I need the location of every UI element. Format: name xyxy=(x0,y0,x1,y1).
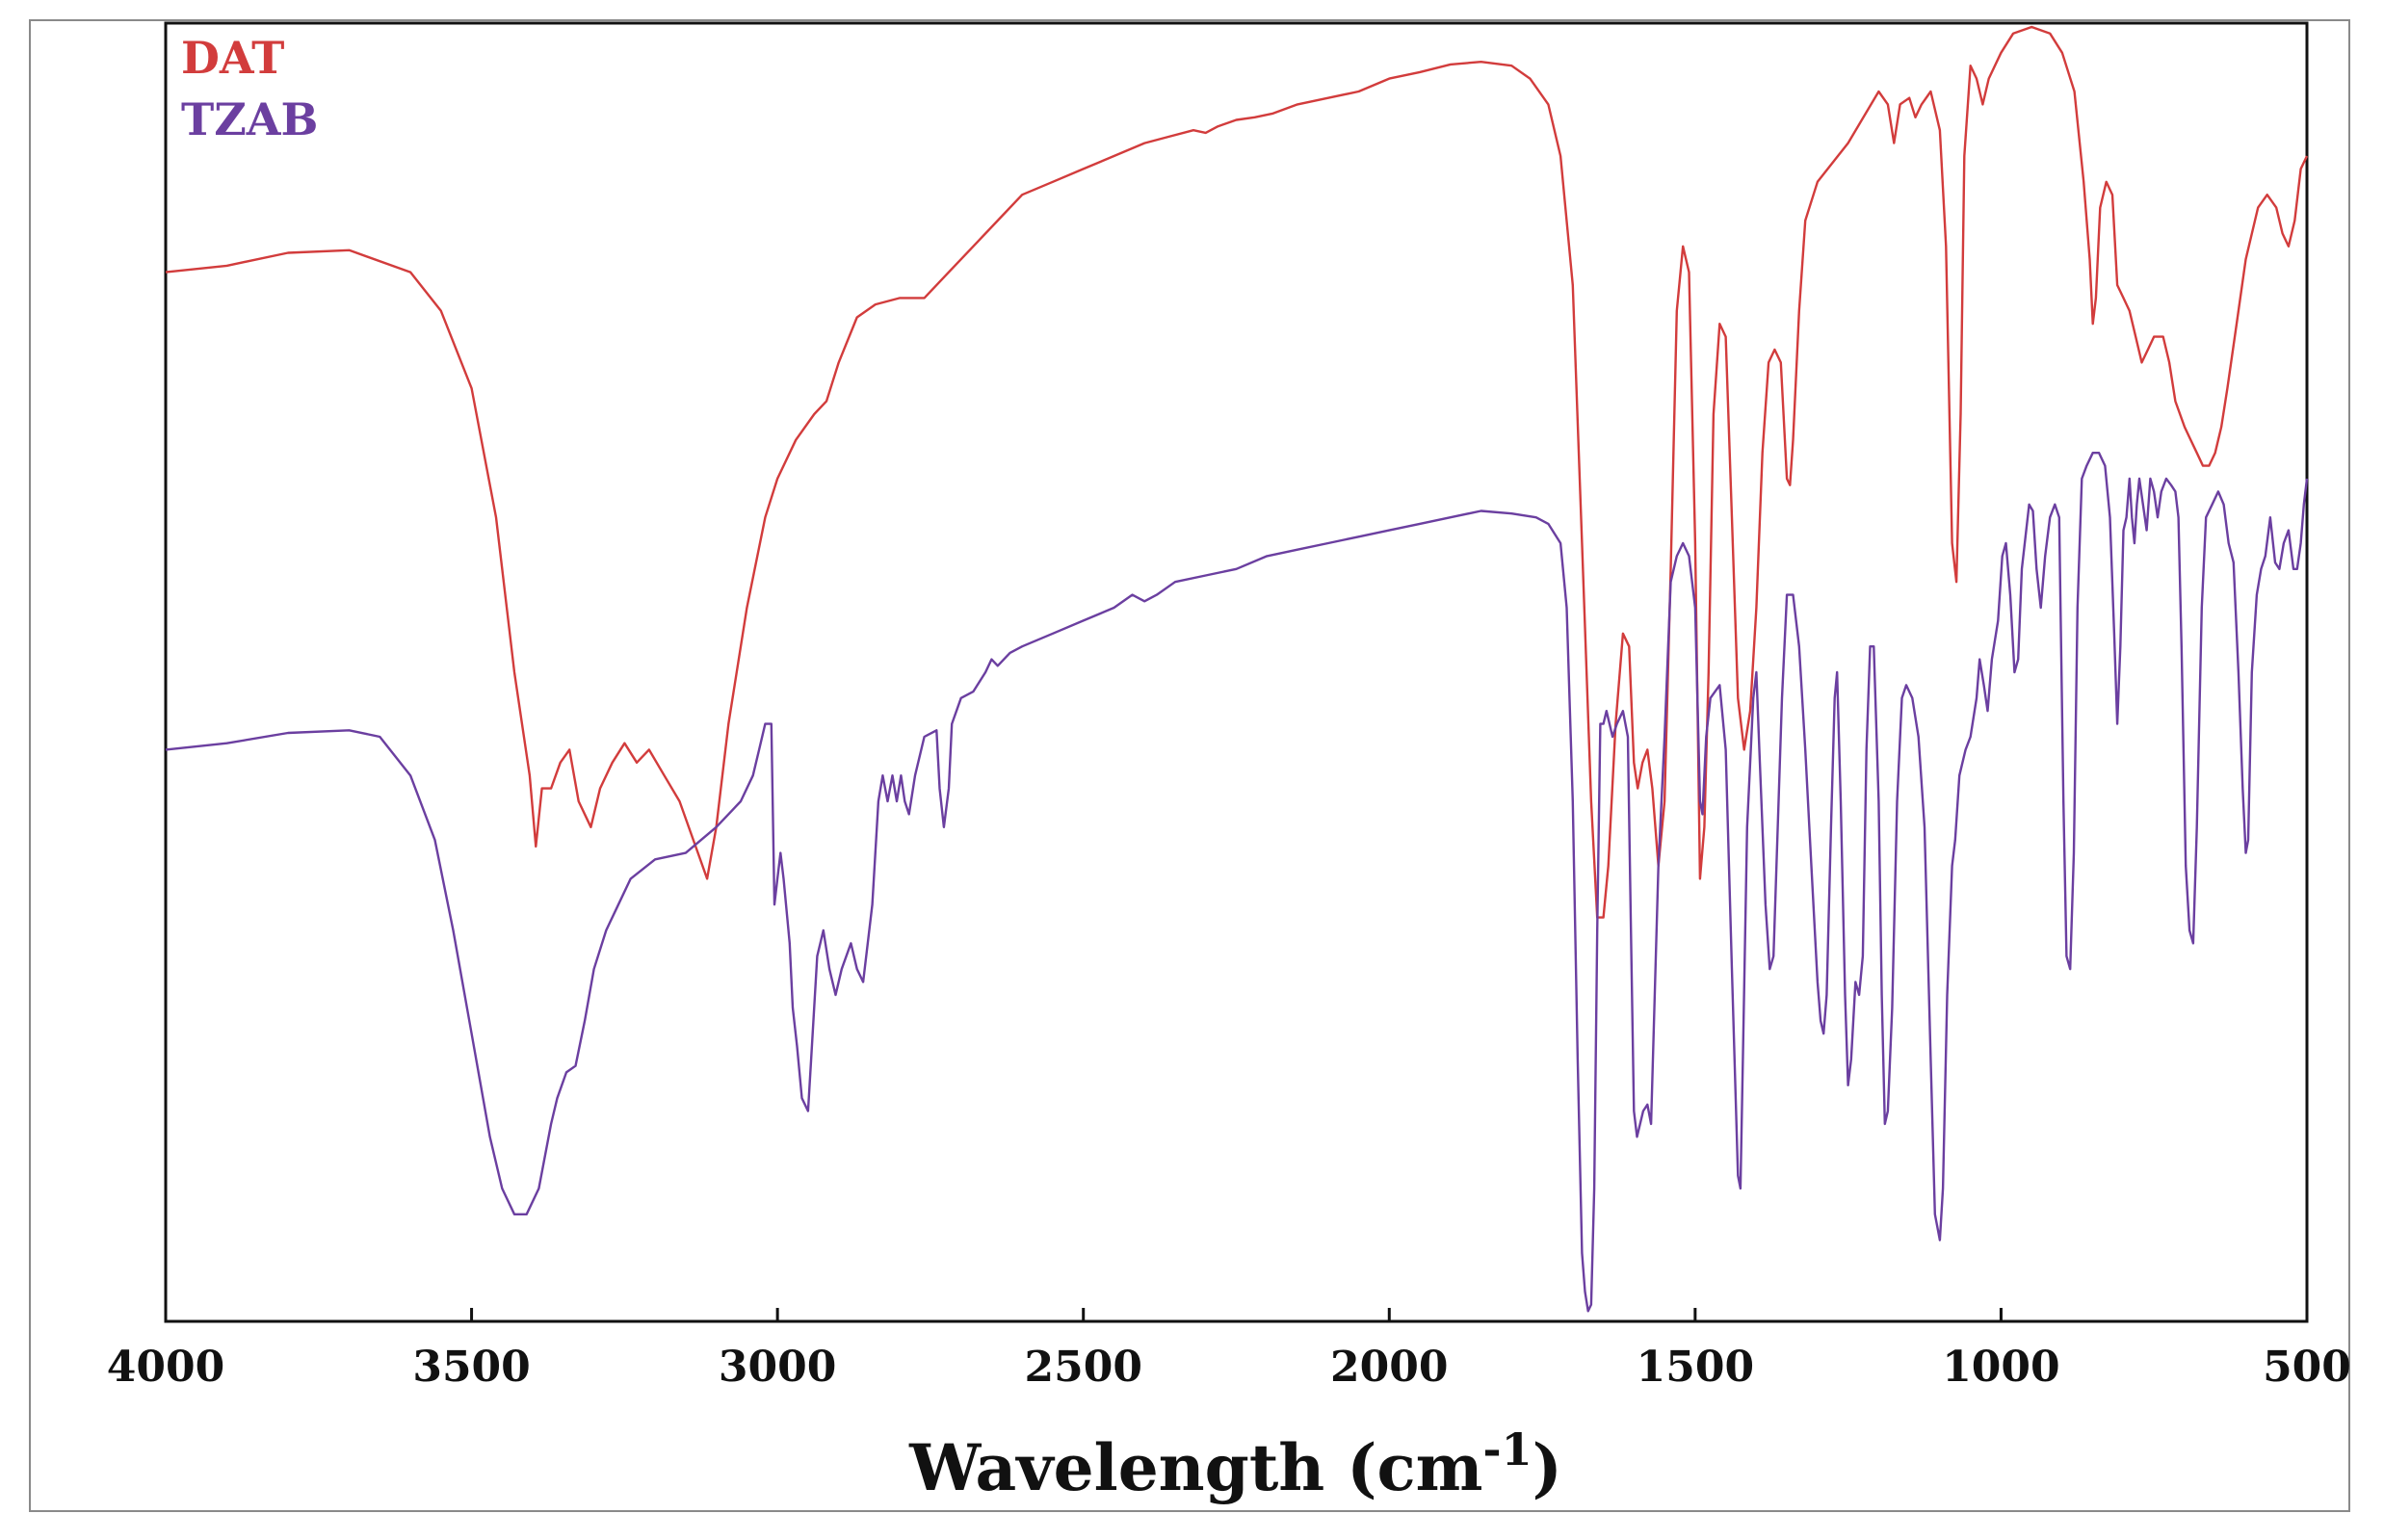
x-axis-title: Wavelength (cm-1) xyxy=(908,1423,1562,1505)
x-tick-label: 2000 xyxy=(1330,1343,1448,1392)
legend-label-tzab: TZAB xyxy=(181,93,318,145)
series-line-dat xyxy=(165,25,2309,919)
x-tick-label: 4000 xyxy=(107,1343,224,1392)
plot-area xyxy=(164,21,2309,1323)
series-line-tzab xyxy=(165,452,2309,1313)
plot-border xyxy=(164,21,2309,1323)
x-tick-label: 1000 xyxy=(1942,1343,2059,1392)
x-tick-label: 3500 xyxy=(412,1343,530,1392)
legend: DAT TZAB xyxy=(181,32,318,145)
x-tick-label: 3000 xyxy=(719,1343,836,1392)
x-tick-label: 2500 xyxy=(1024,1343,1141,1392)
legend-label-dat: DAT xyxy=(181,32,284,84)
x-axis-ticks: 4000 3500 3000 2500 2000 1500 1000 500 xyxy=(107,1308,2351,1392)
series-group xyxy=(165,25,2309,1313)
x-tick-label: 1500 xyxy=(1637,1343,1754,1392)
x-tick-label: 500 xyxy=(2263,1343,2351,1392)
